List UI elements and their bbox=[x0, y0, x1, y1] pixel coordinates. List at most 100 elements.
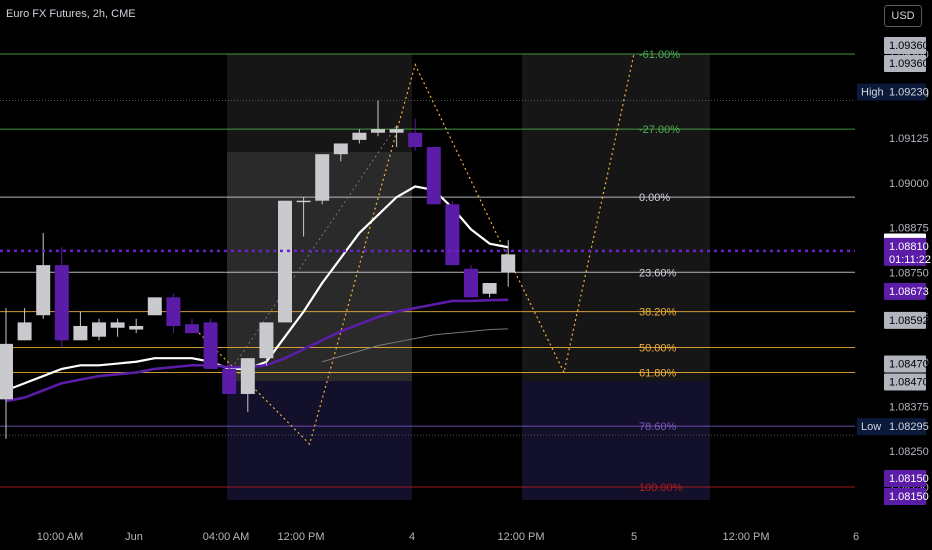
y-tick-label: 1.08375 bbox=[889, 401, 929, 413]
x-tick-label: 12:00 PM bbox=[722, 531, 769, 543]
candle-body bbox=[129, 325, 144, 330]
fib-level-label: 78.60% bbox=[639, 421, 677, 433]
currency-button[interactable]: USD bbox=[884, 5, 922, 27]
price-label-bg bbox=[884, 83, 926, 101]
candle-body bbox=[389, 129, 404, 133]
fib-level-label: -27.00% bbox=[639, 124, 680, 136]
price-label-text: 1.08470 bbox=[889, 376, 929, 388]
candle-body bbox=[110, 322, 125, 328]
candle bbox=[408, 118, 423, 151]
candle-body bbox=[36, 265, 51, 316]
y-tick-label: 1.09125 bbox=[889, 133, 929, 145]
candle bbox=[54, 247, 69, 348]
candle bbox=[371, 100, 385, 137]
candle-body bbox=[240, 358, 255, 394]
candle-body bbox=[501, 254, 516, 273]
candle bbox=[166, 293, 181, 334]
symbol-title: Euro FX Futures, 2h, CME bbox=[6, 8, 136, 20]
candle bbox=[259, 322, 274, 366]
x-tick-label: 04:00 AM bbox=[203, 531, 249, 543]
y-tick-label: 1.08250 bbox=[889, 446, 929, 458]
candle bbox=[445, 200, 460, 266]
candle-body bbox=[445, 204, 460, 266]
candle bbox=[17, 308, 32, 341]
candle bbox=[389, 125, 404, 148]
price-tag-bg bbox=[857, 83, 884, 101]
price-label-tag: 1.08150 bbox=[884, 470, 929, 487]
price-label-text: 1.08592 bbox=[889, 315, 929, 327]
price-label-tag: 1.09230 High bbox=[857, 83, 929, 101]
price-label-tag: 1.08470 bbox=[884, 355, 929, 373]
y-tick-label: 1.09000 bbox=[889, 178, 929, 190]
price-label-bg bbox=[884, 282, 926, 300]
candle-body bbox=[259, 322, 274, 359]
price-label-bg bbox=[884, 55, 926, 72]
x-tick-label: 12:00 PM bbox=[277, 531, 324, 543]
price-label-bg bbox=[884, 355, 926, 373]
price-label-tag: 1.09360 bbox=[884, 55, 929, 72]
candle bbox=[315, 154, 330, 205]
price-tag-label: High bbox=[861, 87, 884, 99]
candle-body bbox=[222, 368, 237, 394]
candle-body bbox=[333, 143, 348, 155]
price-label-text: 1.08295 bbox=[889, 421, 929, 433]
projection-path bbox=[191, 53, 635, 446]
candle bbox=[92, 318, 106, 341]
price-label-bg bbox=[884, 488, 926, 505]
candle-body bbox=[408, 132, 423, 148]
candle-body bbox=[147, 297, 162, 316]
candle-body bbox=[203, 322, 218, 369]
candle-body bbox=[54, 265, 69, 341]
candle bbox=[110, 318, 125, 337]
x-tick-label: 4 bbox=[409, 531, 415, 543]
fib-level-label: 50.00% bbox=[639, 342, 677, 354]
price-label-text: 1.09360 bbox=[889, 40, 929, 52]
x-tick-label: 5 bbox=[631, 531, 637, 543]
ema-slow-line bbox=[5, 298, 509, 403]
candle bbox=[147, 297, 162, 316]
price-label-bg bbox=[884, 418, 926, 436]
price-label-tag: 1.08150 bbox=[884, 488, 929, 505]
candle bbox=[278, 200, 292, 323]
y-tick-label: 1.08875 bbox=[889, 223, 929, 235]
candle bbox=[0, 308, 13, 439]
fib-level-label: 61.80% bbox=[639, 367, 677, 379]
x-tick-label: 10:00 AM bbox=[37, 531, 83, 543]
price-label-tag: 1.08295 Low bbox=[857, 418, 929, 436]
price-label-tag: 1.08673 bbox=[884, 282, 929, 300]
price-label-text: 1.08470 bbox=[889, 358, 929, 370]
candle-body bbox=[73, 325, 88, 341]
fib-level-label: 0.00% bbox=[639, 192, 670, 204]
candle-body bbox=[92, 322, 106, 337]
candle-body bbox=[482, 283, 497, 294]
price-label-tag: 1.08470 bbox=[884, 373, 929, 391]
price-label-text: 1.08150 bbox=[889, 491, 929, 503]
price-label-text: 1.08150 bbox=[889, 473, 929, 485]
candle bbox=[222, 361, 237, 394]
candle bbox=[352, 129, 367, 144]
candle bbox=[501, 240, 516, 287]
price-label-bg bbox=[884, 237, 926, 266]
price-label-text: 1.09360 bbox=[889, 58, 929, 70]
candle bbox=[482, 283, 497, 298]
candle bbox=[203, 318, 218, 369]
candle-body bbox=[371, 129, 385, 133]
zone-bottom-left bbox=[227, 381, 412, 500]
candle-body bbox=[352, 132, 367, 140]
fib-level-label: -61.00% bbox=[639, 49, 680, 61]
price-label-bg bbox=[884, 311, 926, 329]
price-label-tag: 1.09360 bbox=[884, 37, 929, 54]
candle-body bbox=[0, 343, 13, 400]
x-tick-label: 12:00 PM bbox=[497, 531, 544, 543]
fib-level-label: 100.00% bbox=[639, 482, 683, 494]
price-label-bg bbox=[884, 373, 926, 391]
candle bbox=[185, 318, 199, 334]
candle bbox=[333, 143, 348, 162]
price-tag-label: Low bbox=[861, 421, 881, 433]
candle bbox=[129, 318, 144, 334]
x-tick-label: Jun bbox=[125, 531, 143, 543]
candle-body bbox=[315, 154, 330, 201]
candle-body bbox=[17, 322, 32, 341]
